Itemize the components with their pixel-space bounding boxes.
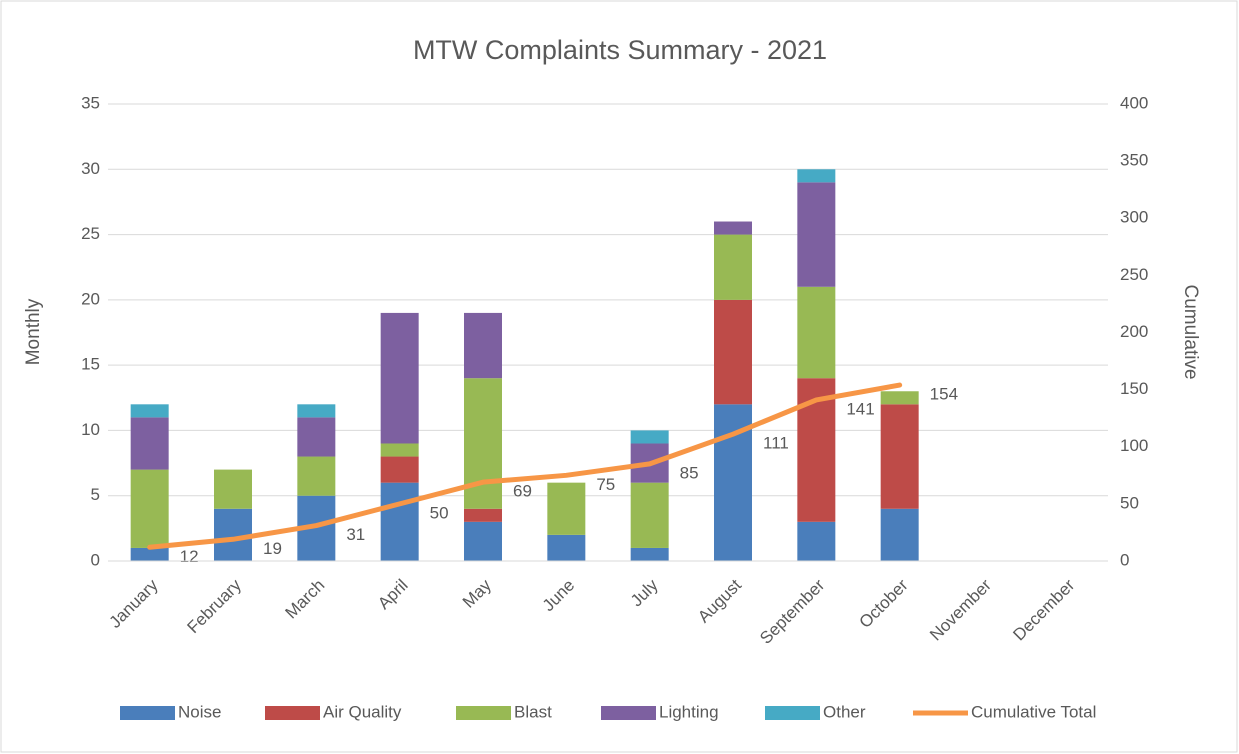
y-tick-label: 35 <box>81 93 100 112</box>
bar-segment <box>797 169 836 183</box>
bar-segment <box>880 391 919 405</box>
data-label: 50 <box>430 503 449 522</box>
legend-label: Cumulative Total <box>971 702 1096 721</box>
bar-segment <box>380 482 419 561</box>
data-label: 154 <box>930 385 958 404</box>
data-label: 141 <box>846 399 874 418</box>
legend-label: Other <box>823 702 866 721</box>
legend-swatch <box>265 706 320 720</box>
data-label: 75 <box>596 475 615 494</box>
data-label: 19 <box>263 539 282 558</box>
y2-tick-label: 250 <box>1120 265 1148 284</box>
legend-label: Noise <box>178 702 221 721</box>
bar-segment <box>297 456 336 496</box>
bar-segment <box>380 312 419 444</box>
bar-segment <box>130 547 169 561</box>
data-label: 111 <box>763 434 789 453</box>
bar-segment <box>630 547 669 561</box>
y-tick-label: 20 <box>81 289 100 308</box>
bar-segment <box>380 443 419 457</box>
bar-segment <box>130 417 169 470</box>
bar-segment <box>464 312 502 379</box>
y2-tick-label: 0 <box>1120 550 1129 569</box>
bar-segment <box>797 286 836 379</box>
legend-label: Air Quality <box>323 702 402 721</box>
bar-segment <box>714 234 752 300</box>
y-tick-label: 25 <box>81 224 100 243</box>
y-axis-title: Monthly <box>23 298 44 365</box>
legend-swatch <box>601 706 656 720</box>
bar-segment <box>214 469 252 509</box>
bar-segment <box>630 482 669 548</box>
y2-tick-label: 300 <box>1120 208 1148 227</box>
bar-segment <box>797 182 836 287</box>
y2-tick-label: 150 <box>1120 379 1148 398</box>
data-label: 12 <box>180 547 199 566</box>
y-tick-label: 15 <box>81 355 100 374</box>
y-tick-label: 0 <box>91 550 100 569</box>
y2-tick-label: 50 <box>1120 493 1139 512</box>
bar-segment <box>714 299 752 405</box>
bar-segment <box>630 430 669 444</box>
chart-title: MTW Complaints Summary - 2021 <box>413 35 827 65</box>
bar-segment <box>714 221 752 235</box>
bar-segment <box>297 417 336 457</box>
bar-segment <box>130 469 169 548</box>
data-label: 31 <box>346 525 365 544</box>
legend-swatch <box>120 706 175 720</box>
legend-label: Blast <box>514 702 552 721</box>
y2-tick-label: 350 <box>1120 151 1148 170</box>
bar-segment <box>464 508 502 522</box>
data-label: 69 <box>513 482 532 501</box>
y2-tick-label: 400 <box>1120 93 1148 112</box>
bar-segment <box>464 521 502 561</box>
legend-swatch <box>765 706 820 720</box>
y-tick-label: 30 <box>81 159 100 178</box>
data-label: 85 <box>680 463 699 482</box>
bar-segment <box>297 404 336 418</box>
legend-swatch <box>456 706 511 720</box>
y2-axis-title: Cumulative <box>1180 284 1201 379</box>
bar-segment <box>547 534 586 561</box>
legend-label: Lighting <box>659 702 719 721</box>
cumulative-line <box>147 382 903 550</box>
y-tick-label: 5 <box>91 485 100 504</box>
bar-segment <box>130 404 169 418</box>
y-tick-label: 10 <box>81 420 100 439</box>
bar-segment <box>880 404 919 509</box>
bar-segment <box>797 521 836 561</box>
bar-segment <box>547 482 586 535</box>
y2-tick-label: 200 <box>1120 322 1148 341</box>
y2-tick-label: 100 <box>1120 436 1148 455</box>
bar-segment <box>464 378 502 509</box>
bar-segment <box>380 456 419 483</box>
bar-segment <box>880 508 919 561</box>
